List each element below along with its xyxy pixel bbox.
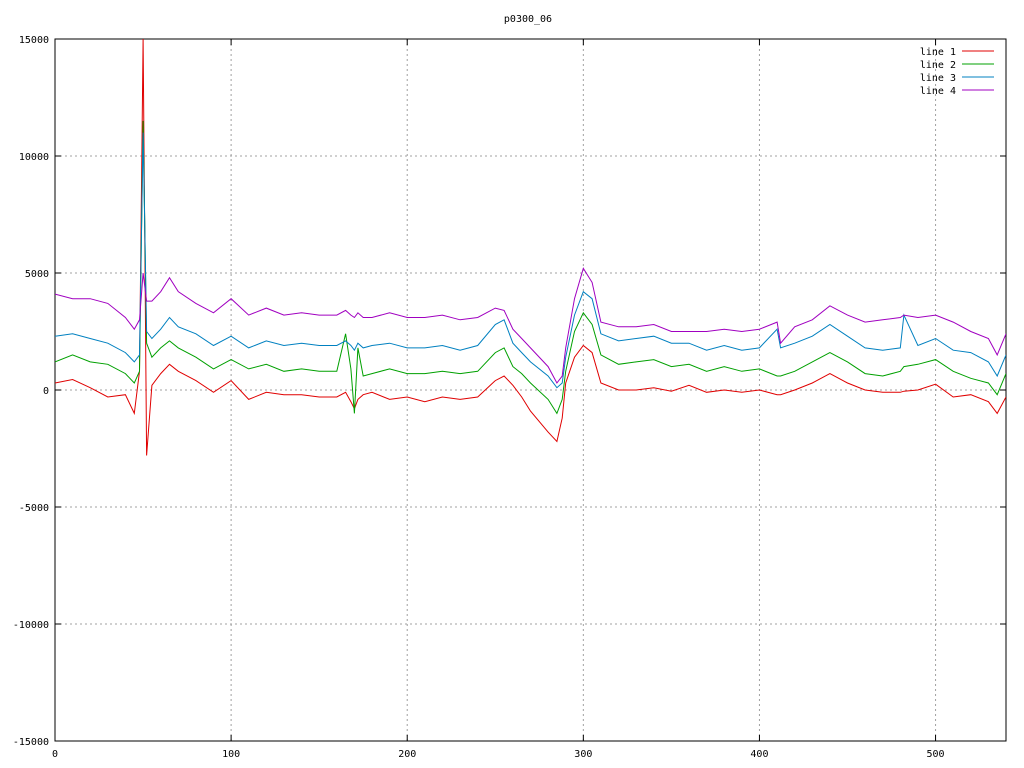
- grid: [55, 39, 1006, 741]
- series-line-2: [55, 120, 1006, 415]
- y-tick-label-3: 0: [43, 386, 49, 397]
- y-tick-label-0: -15000: [13, 737, 49, 748]
- y-tick-label-6: 15000: [19, 35, 49, 46]
- x-tick-label-3: 300: [574, 749, 592, 760]
- y-tick-label-2: -5000: [19, 503, 49, 514]
- x-tick-label-4: 400: [750, 749, 768, 760]
- x-tick-label-0: 0: [52, 749, 58, 760]
- legend-label-3: line 3: [920, 73, 956, 84]
- legend-label-4: line 4: [920, 86, 956, 97]
- chart-title: p0300_06: [504, 14, 552, 25]
- y-tick-label-5: 10000: [19, 152, 49, 163]
- series-line-1: [55, 39, 1006, 456]
- series-line-3: [55, 132, 1006, 389]
- x-tick-label-1: 100: [222, 749, 240, 760]
- y-tick-label-1: -10000: [13, 620, 49, 631]
- y-tick-label-4: 5000: [25, 269, 49, 280]
- series-lines: [55, 39, 1006, 456]
- x-tick-label-5: 500: [927, 749, 945, 760]
- series-line-4: [55, 267, 1006, 384]
- tick-labels: 0 100 200 300 400 500 -15000 -10000 -5000 0 5000 10…: [13, 35, 945, 760]
- legend-label-2: line 2: [920, 60, 956, 71]
- legend: line 1 line 2 line 3 line 4: [920, 47, 994, 97]
- x-tick-label-2: 200: [398, 749, 416, 760]
- legend-label-1: line 1: [920, 47, 956, 58]
- axes: [54, 38, 1007, 742]
